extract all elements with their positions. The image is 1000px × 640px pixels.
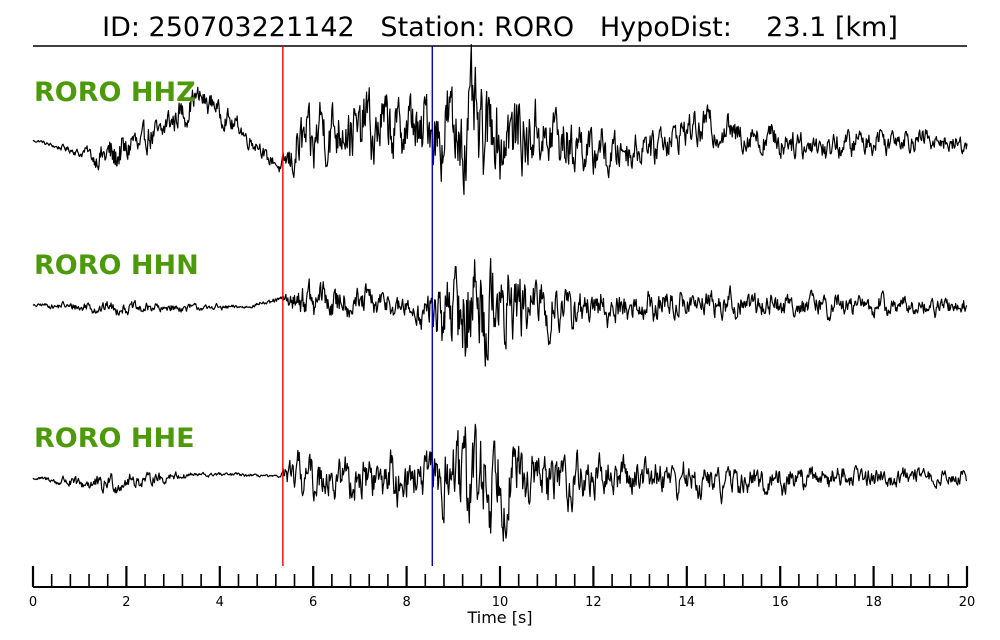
- chart-title: ID: 250703221142 Station: RORO HypoDist:…: [102, 12, 898, 43]
- x-tick-label: 10: [492, 595, 509, 610]
- waveform-1: [32, 44, 968, 196]
- time-axis: 0 2 4 6 8 10 12 14 16 18 20: [29, 566, 975, 610]
- x-tick-label: 14: [679, 595, 696, 610]
- x-tick-label: 8: [402, 595, 410, 610]
- channel-label: RORO HHN: [34, 250, 199, 281]
- traces-layer: [32, 44, 968, 542]
- x-axis-label: Time [s]: [466, 608, 532, 627]
- x-tick-label: 20: [959, 595, 976, 610]
- channel-label: RORO HHZ: [34, 77, 196, 108]
- x-tick-label: 16: [772, 595, 789, 610]
- x-tick-label: 2: [122, 595, 130, 610]
- labels-layer: RORO HHZ RORO HHN RORO HHE: [34, 77, 199, 454]
- waveform-2: [32, 258, 968, 367]
- x-tick-label: 4: [216, 595, 224, 610]
- picks-layer: [282, 46, 433, 566]
- waveform-3: [32, 423, 968, 542]
- x-tick-label: 0: [29, 595, 37, 610]
- x-tick-label: 6: [309, 595, 317, 610]
- x-tick-label: 18: [865, 595, 882, 610]
- channel-label: RORO HHE: [34, 423, 195, 454]
- x-tick-label: 12: [585, 595, 602, 610]
